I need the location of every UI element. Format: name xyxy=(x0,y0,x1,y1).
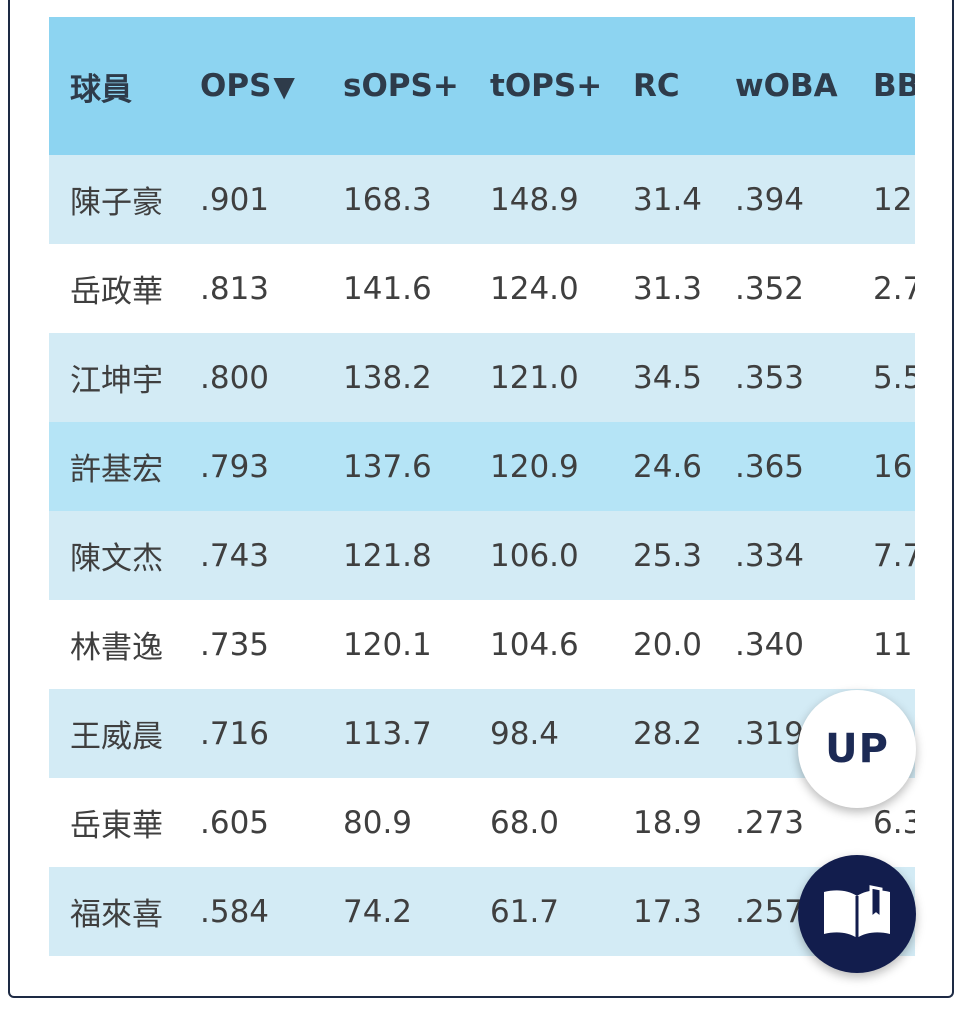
cell-woba: .334 xyxy=(735,537,805,574)
cell-rc: 17.3 xyxy=(633,893,703,930)
cell-woba: .353 xyxy=(735,359,805,396)
cell-woba: .319 xyxy=(735,715,805,752)
header-ops[interactable]: OPS ▼ xyxy=(200,17,295,155)
table-row[interactable]: 陳子豪 .901 168.3 148.9 31.4 .394 12. xyxy=(49,155,915,244)
table-row[interactable]: 岳政華 .813 141.6 124.0 31.3 .352 2.7 xyxy=(49,244,915,333)
glossary-button[interactable] xyxy=(798,855,916,973)
header-rc[interactable]: RC xyxy=(633,68,680,104)
cell-bb: 2.7 xyxy=(873,270,915,307)
cell-rc: 25.3 xyxy=(633,537,703,574)
header-bb[interactable]: BB xyxy=(873,68,915,104)
cell-player[interactable]: 江坤宇 xyxy=(70,363,163,399)
table-row[interactable]: 許基宏 .793 137.6 120.9 24.6 .365 16. xyxy=(49,422,915,511)
header-sops[interactable]: sOPS+ xyxy=(343,68,459,104)
cell-tops: 104.6 xyxy=(490,626,579,663)
cell-ops: .584 xyxy=(200,893,270,930)
stats-table: 球員 OPS ▼ sOPS+ tOPS+ RC wOBA BB 陳子豪 .901 16… xyxy=(49,17,915,958)
cell-rc: 31.4 xyxy=(633,181,703,218)
cell-player[interactable]: 陳子豪 xyxy=(70,185,163,221)
cell-tops: 120.9 xyxy=(490,448,579,485)
cell-ops: .813 xyxy=(200,270,270,307)
cell-woba: .394 xyxy=(735,181,805,218)
cell-rc: 34.5 xyxy=(633,359,703,396)
table-row[interactable]: 江坤宇 .800 138.2 121.0 34.5 .353 5.5 xyxy=(49,333,915,422)
cell-player[interactable]: 林書逸 xyxy=(70,630,163,666)
cell-tops: 148.9 xyxy=(490,181,579,218)
cell-ops: .605 xyxy=(200,804,270,841)
cell-ops: .800 xyxy=(200,359,270,396)
cell-sops: 120.1 xyxy=(343,626,432,663)
cell-player[interactable]: 許基宏 xyxy=(70,452,163,488)
cell-bb: 7.7 xyxy=(873,537,915,574)
header-tops[interactable]: tOPS+ xyxy=(490,68,603,104)
table-row[interactable]: 福來喜 .584 74.2 61.7 17.3 .257 xyxy=(49,867,915,956)
cell-rc: 24.6 xyxy=(633,448,703,485)
cell-woba: .257 xyxy=(735,893,805,930)
cell-player[interactable]: 王威晨 xyxy=(70,719,163,755)
cell-woba: .352 xyxy=(735,270,805,307)
cell-sops: 113.7 xyxy=(343,715,432,752)
cell-woba: .273 xyxy=(735,804,805,841)
cell-ops: .901 xyxy=(200,181,270,218)
cell-ops: .743 xyxy=(200,537,270,574)
cell-tops: 98.4 xyxy=(490,715,560,752)
cell-rc: 20.0 xyxy=(633,626,703,663)
sort-desc-icon: ▼ xyxy=(273,69,295,103)
table-row[interactable]: 王威晨 .716 113.7 98.4 28.2 .319 xyxy=(49,689,915,778)
cell-sops: 121.8 xyxy=(343,537,432,574)
cell-ops: .793 xyxy=(200,448,270,485)
cell-tops: 68.0 xyxy=(490,804,560,841)
header-ops-label: OPS xyxy=(200,68,272,104)
cell-tops: 106.0 xyxy=(490,537,579,574)
cell-sops: 137.6 xyxy=(343,448,432,485)
cell-woba: .365 xyxy=(735,448,805,485)
cell-tops: 121.0 xyxy=(490,359,579,396)
cell-sops: 168.3 xyxy=(343,181,432,218)
table-row[interactable]: 岳東華 .605 80.9 68.0 18.9 .273 6.3 xyxy=(49,778,915,867)
table-row[interactable]: 林書逸 .735 120.1 104.6 20.0 .340 11. xyxy=(49,600,915,689)
cell-bb: 12. xyxy=(873,181,915,218)
cell-ops: .735 xyxy=(200,626,270,663)
cell-player[interactable]: 福來喜 xyxy=(70,897,163,933)
header-woba[interactable]: wOBA xyxy=(735,68,838,104)
table-body: 陳子豪 .901 168.3 148.9 31.4 .394 12. 岳政華 .813 141.6… xyxy=(49,155,915,956)
cell-tops: 124.0 xyxy=(490,270,579,307)
open-book-icon xyxy=(824,885,890,938)
cell-tops: 61.7 xyxy=(490,893,560,930)
cell-woba: .340 xyxy=(735,626,805,663)
table-row[interactable]: 陳文杰 .743 121.8 106.0 25.3 .334 7.7 xyxy=(49,511,915,600)
cell-ops: .716 xyxy=(200,715,270,752)
cell-player[interactable]: 岳東華 xyxy=(70,808,163,844)
cell-sops: 74.2 xyxy=(343,893,413,930)
cell-bb: 16. xyxy=(873,448,915,485)
cell-bb: 11. xyxy=(873,626,915,663)
cell-rc: 28.2 xyxy=(633,715,703,752)
cell-sops: 138.2 xyxy=(343,359,432,396)
table-header-row: 球員 OPS ▼ sOPS+ tOPS+ RC wOBA BB xyxy=(49,17,915,155)
cell-player[interactable]: 岳政華 xyxy=(70,274,163,310)
cell-player[interactable]: 陳文杰 xyxy=(70,541,163,577)
cell-bb: 6.3 xyxy=(873,804,915,841)
cell-bb: 5.5 xyxy=(873,359,915,396)
cell-sops: 141.6 xyxy=(343,270,432,307)
header-player[interactable]: 球員 xyxy=(70,71,132,108)
cell-rc: 18.9 xyxy=(633,804,703,841)
cell-sops: 80.9 xyxy=(343,804,413,841)
cell-rc: 31.3 xyxy=(633,270,703,307)
scroll-up-button[interactable]: UP xyxy=(798,690,916,808)
